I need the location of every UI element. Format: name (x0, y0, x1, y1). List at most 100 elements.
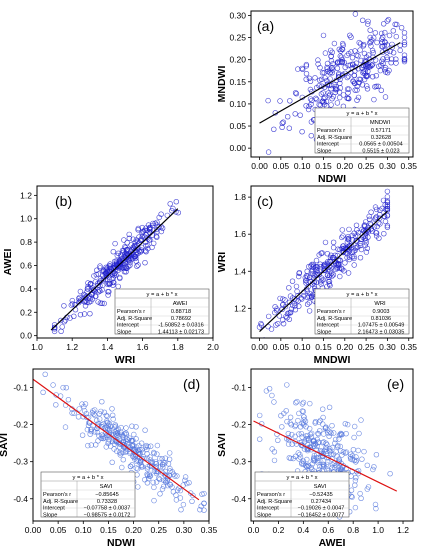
scatter-point (50, 382, 56, 388)
scatter-point (356, 39, 362, 46)
scatter-point (376, 235, 382, 241)
scatter-point (299, 461, 305, 467)
scatter-point (304, 301, 311, 307)
scatter-point (305, 106, 312, 113)
scatter-point (337, 94, 343, 101)
scatter-point (335, 262, 341, 268)
scatter-point (352, 80, 358, 87)
scatter-point (165, 473, 171, 480)
scatter-point (142, 260, 148, 266)
scatter-point (329, 273, 335, 279)
scatter-point (317, 428, 323, 434)
scatter-point (306, 103, 312, 110)
scatter-point (333, 266, 339, 273)
scatter-point (381, 21, 387, 27)
scatter-point (271, 449, 278, 455)
y-tick-label: -0.2 (13, 420, 28, 430)
scatter-point (142, 234, 148, 240)
scatter-point (292, 433, 298, 440)
scatter-point (287, 293, 294, 299)
stats-row-value: 2.16473 ± 0.03035 (358, 329, 405, 335)
plot-frame (32, 368, 210, 522)
scatter-point (316, 419, 322, 425)
scatter-point (109, 412, 116, 418)
scatter-point (345, 90, 351, 96)
scatter-point (307, 431, 314, 437)
scatter-point (346, 226, 352, 233)
scatter-point (389, 44, 395, 51)
scatter-point (327, 69, 333, 76)
panel-4: 0.0 0.2 0.4 0.6 0.8 1.0 1.2 -0.1 -0.2 -0.3 -0.4 AWE… (216, 368, 414, 549)
scatter-point (76, 298, 83, 305)
scatter-point (340, 233, 346, 239)
x-tick-label: 0.30 (176, 525, 193, 535)
y-tick-label: 1.6 (234, 229, 246, 239)
scatter-point (311, 272, 318, 279)
scatter-point (327, 254, 334, 261)
x-tick-label: 0.35 (400, 342, 417, 352)
scatter-point (369, 62, 375, 68)
scatter-point (71, 313, 77, 319)
scatter-point (351, 80, 358, 86)
scatter-point (364, 73, 370, 79)
scatter-point (369, 47, 376, 54)
scatter-point (338, 54, 345, 60)
scatter-point (332, 440, 338, 446)
scatter-point (133, 424, 139, 430)
scatter-point (315, 458, 321, 464)
scatter-point (111, 270, 118, 276)
scatter-point (321, 69, 327, 76)
scatter-point (167, 201, 173, 207)
scatter-point (118, 424, 124, 431)
scatter-point (42, 371, 48, 377)
scatter-point (306, 75, 313, 82)
scatter-point (129, 462, 135, 468)
x-tick-label: 1.8 (172, 342, 184, 352)
x-tick-label: 0.25 (358, 342, 375, 352)
scatter-point (258, 320, 264, 327)
scatter-point (97, 300, 104, 306)
scatter-point (88, 298, 94, 305)
scatter-point (312, 75, 318, 81)
y-tick-label: -0.3 (231, 457, 246, 467)
scatter-point (304, 464, 310, 470)
y-tick-label: 0.4 (20, 284, 32, 294)
scatter-point (384, 224, 391, 230)
plot-frame (250, 185, 414, 339)
scatter-point (352, 482, 358, 488)
stats-row-label: Intercept (257, 506, 279, 512)
scatter-point (336, 89, 343, 95)
scatter-point (124, 240, 130, 246)
scatter-point (306, 263, 312, 270)
scatter-point (137, 460, 143, 466)
scatter-point (292, 303, 298, 309)
scatter-point (364, 86, 371, 92)
scatter-point (299, 65, 305, 72)
scatter-point (339, 452, 345, 458)
scatter-point (359, 456, 365, 462)
scatter-point (379, 205, 385, 212)
scatter-point (339, 46, 345, 52)
scatter-point (303, 70, 310, 77)
x-tick-label: 0.15 (100, 525, 117, 535)
scatter-point (106, 421, 112, 427)
scatter-point (303, 61, 310, 68)
scatter-point (380, 60, 386, 66)
scatter-point (345, 236, 351, 242)
scatter-point (334, 265, 340, 271)
scatter-point (337, 85, 344, 91)
scatter-point (402, 3, 407, 8)
y-tick-label: 1.2 (234, 303, 246, 313)
scatter-point (266, 386, 273, 392)
scatter-point (134, 263, 140, 269)
scatter-point (328, 265, 334, 271)
scatter-point (319, 250, 325, 256)
scatter-point (357, 242, 364, 249)
scatter-point (374, 39, 380, 46)
scatter-point (363, 249, 370, 255)
scatter-point (87, 311, 93, 317)
scatter-point (351, 253, 357, 260)
stats-box: y = a + b * x WRI Pearson's r 0.9003 Adj. R-… (314, 288, 410, 335)
scatter-point (345, 73, 352, 79)
